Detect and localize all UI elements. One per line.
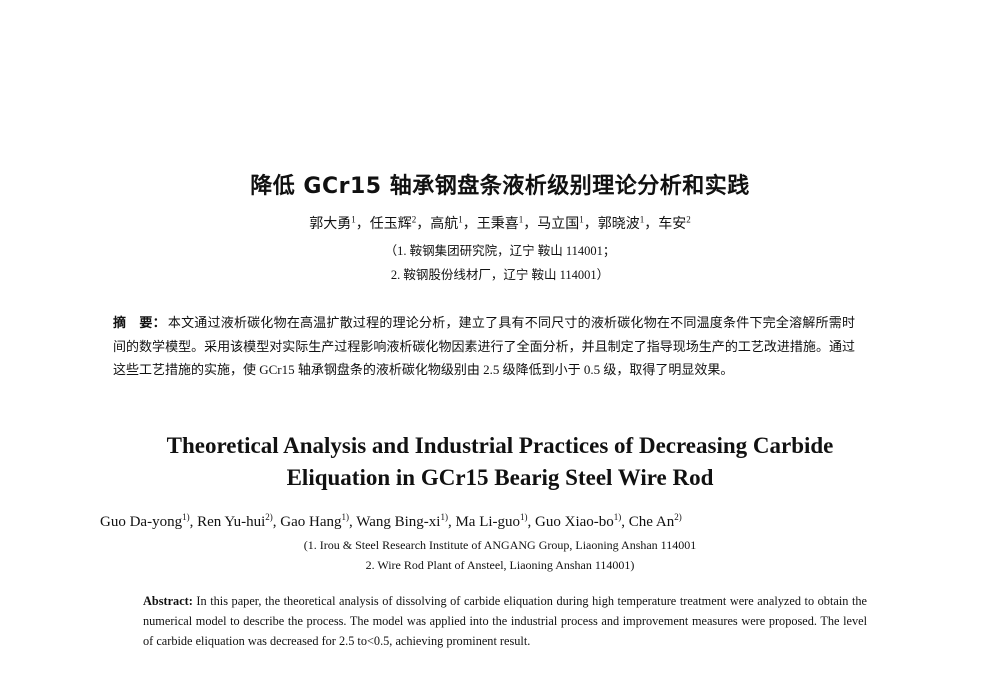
author-name: Gao Hang (280, 514, 342, 530)
english-title: Theoretical Analysis and Industrial Prac… (0, 430, 1000, 494)
english-title-line-2: Eliquation in GCr15 Bearig Steel Wire Ro… (286, 465, 714, 490)
author: Guo Da-yong1) (100, 512, 190, 530)
author-name: 车安 (658, 217, 687, 232)
author: 王秉喜1 (476, 214, 524, 232)
author: 郭晓波1 (597, 214, 645, 232)
english-affiliation-1: (1. Irou & Steel Research Institute of A… (303, 538, 697, 552)
english-title-line-1: Theoretical Analysis and Industrial Prac… (166, 433, 834, 458)
author: 车安2 (658, 214, 691, 232)
english-abstract-text: In this paper, the theoretical analysis … (143, 594, 867, 648)
english-affiliation-2: 2. Wire Rod Plant of Ansteel, Liaoning A… (365, 558, 635, 572)
author-name: Che An (628, 514, 675, 530)
author-affiliation-marker: 1 (518, 214, 524, 225)
chinese-affiliation-1: （1. 鞍钢集团研究院，辽宁 鞍山 114001； (384, 244, 616, 258)
english-author-list: Guo Da-yong1), Ren Yu-hui2), Gao Hang1),… (100, 512, 682, 530)
author-affiliation-marker: 2 (686, 214, 691, 225)
author-affiliation-marker: 1 (351, 214, 356, 225)
author: 任玉辉2 (369, 214, 417, 232)
author: Wang Bing-xi1) (356, 512, 448, 530)
author: 高航1 (430, 214, 463, 232)
chinese-title: 降低 GCr15 轴承钢盘条液析级别理论分析和实践 (250, 174, 750, 199)
english-abstract: Abstract: In this paper, the theoretical… (143, 591, 867, 651)
author: Gao Hang1) (280, 512, 350, 530)
author-affiliation-marker: 2 (411, 214, 417, 225)
author-affiliation-marker: 1) (440, 512, 448, 522)
chinese-abstract: 摘 要： 本文通过液析碳化物在高温扩散过程的理论分析，建立了具有不同尺寸的液析碳化… (113, 311, 855, 382)
author: Ma Li-guo1) (455, 512, 528, 530)
chinese-abstract-label: 摘 要： (113, 315, 166, 330)
author-affiliation-marker: 2) (265, 512, 273, 522)
author-name: 马立国 (537, 217, 580, 232)
author: 郭大勇1 (309, 214, 356, 232)
author-affiliation-marker: 1 (458, 214, 463, 225)
author: 马立国1 (537, 214, 584, 232)
author-name: 郭晓波 (597, 217, 640, 232)
author-affiliation-marker: 1) (182, 512, 190, 522)
author-affiliation-marker: 1) (613, 512, 622, 522)
author-name: Guo Da-yong (100, 514, 183, 530)
author-name: Guo Xiao-bo (535, 514, 614, 530)
author-affiliation-marker: 2) (674, 512, 682, 522)
author-name: 王秉喜 (476, 217, 519, 232)
chinese-abstract-text: 本文通过液析碳化物在高温扩散过程的理论分析，建立了具有不同尺寸的液析碳化物在不同… (113, 315, 855, 377)
author: Che An2) (628, 512, 682, 530)
author-affiliation-marker: 1 (579, 214, 584, 225)
author-affiliation-marker: 1) (341, 512, 350, 522)
author-name: 任玉辉 (369, 217, 412, 232)
english-abstract-label: Abstract: (143, 594, 193, 608)
author-name: Wang Bing-xi (356, 514, 441, 530)
author-name: Ren Yu-hui (197, 514, 266, 530)
author-name: Ma Li-guo (455, 514, 521, 530)
author-name: 郭大勇 (309, 217, 352, 232)
chinese-affiliation-2: 2. 鞍钢股份线材厂，辽宁 鞍山 114001） (390, 268, 610, 282)
author-affiliation-marker: 1) (520, 512, 528, 522)
author: Guo Xiao-bo1) (535, 512, 622, 530)
author: Ren Yu-hui2) (197, 512, 273, 530)
author-name: 高航 (430, 217, 459, 232)
author-affiliation-marker: 1 (639, 214, 645, 225)
chinese-author-list: 郭大勇1，任玉辉2，高航1，王秉喜1，马立国1，郭晓波1，车安2 (309, 214, 691, 232)
